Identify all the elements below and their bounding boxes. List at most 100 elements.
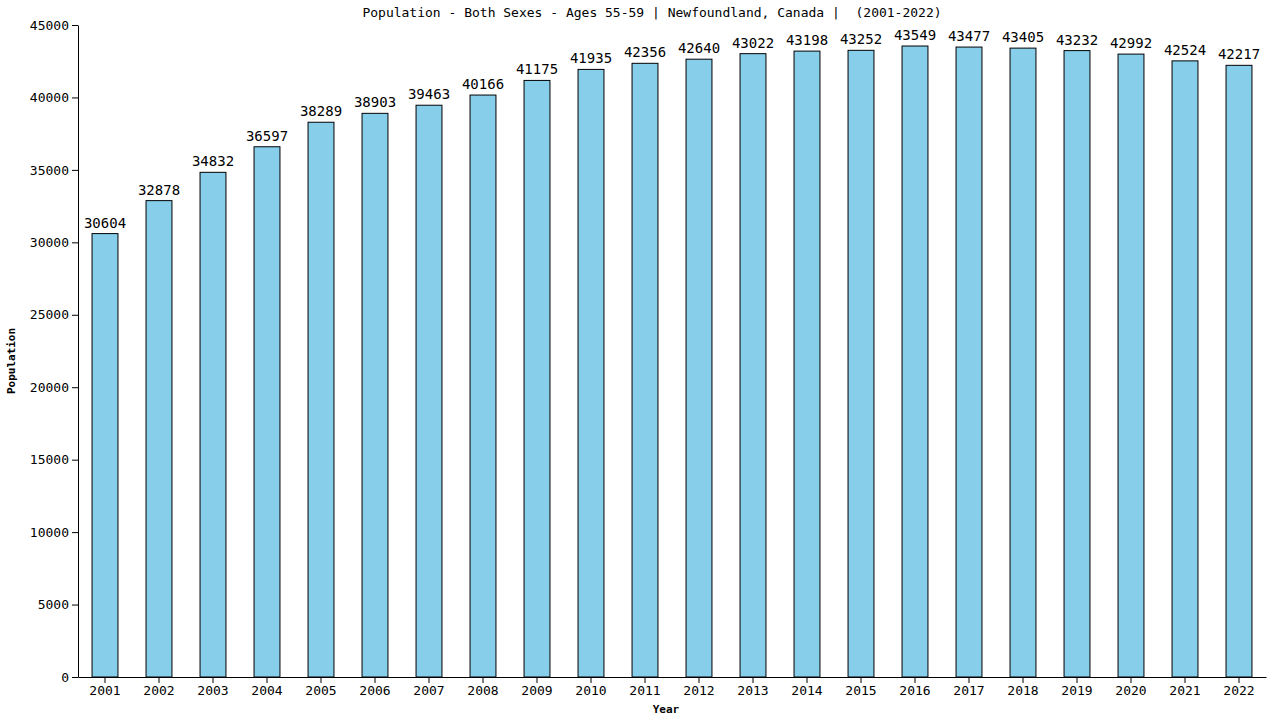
tick-mark xyxy=(1131,677,1132,683)
tick: 40000 xyxy=(30,90,78,105)
bar xyxy=(254,147,280,677)
tick-label: 2014 xyxy=(791,683,822,698)
bar xyxy=(146,201,172,677)
tick-label: 10000 xyxy=(30,525,69,540)
tick-mark xyxy=(72,170,78,171)
tick-label: 2021 xyxy=(1169,683,1200,698)
tick-label: 2002 xyxy=(143,683,174,698)
tick: 25000 xyxy=(30,307,78,322)
tick-label: 2010 xyxy=(575,683,606,698)
tick: 2007 xyxy=(413,677,444,698)
tick-mark xyxy=(72,25,78,26)
bar xyxy=(686,59,712,677)
data-label: 43477 xyxy=(948,28,990,44)
tick-mark xyxy=(915,677,916,683)
tick-label: 2008 xyxy=(467,683,498,698)
bar xyxy=(362,113,388,677)
data-label: 38903 xyxy=(354,94,396,110)
data-label: 43022 xyxy=(732,35,774,51)
data-label: 42640 xyxy=(678,40,720,56)
bar xyxy=(200,172,226,677)
tick-mark xyxy=(969,677,970,683)
tick-label: 2001 xyxy=(89,683,120,698)
tick-label: 2016 xyxy=(899,683,930,698)
tick-mark xyxy=(213,677,214,683)
tick: 35000 xyxy=(30,163,78,178)
axis-line xyxy=(78,26,79,678)
tick-mark xyxy=(1239,677,1240,683)
tick-label: 25000 xyxy=(30,307,69,322)
tick: 0 xyxy=(61,670,78,685)
tick-mark xyxy=(1023,677,1024,683)
tick-mark xyxy=(321,677,322,683)
data-label: 42356 xyxy=(624,44,666,60)
tick-label: 2022 xyxy=(1223,683,1254,698)
tick: 15000 xyxy=(30,452,78,467)
data-label: 42992 xyxy=(1110,35,1152,51)
tick-label: 2005 xyxy=(305,683,336,698)
data-label: 40166 xyxy=(462,76,504,92)
tick-mark xyxy=(72,242,78,243)
title: Population - Both Sexes - Ages 55-59 | N… xyxy=(362,5,941,20)
tick-mark xyxy=(861,677,862,683)
data-label: 41175 xyxy=(516,61,558,77)
tick-mark xyxy=(72,532,78,533)
tick-label: 2007 xyxy=(413,683,444,698)
data-labels: 3060432878348323659738289389033946340166… xyxy=(84,27,1260,231)
bar xyxy=(470,95,496,677)
bar xyxy=(956,47,982,677)
tick-mark xyxy=(1077,677,1078,683)
data-label: 43232 xyxy=(1056,32,1098,48)
tick-label: 40000 xyxy=(30,90,69,105)
data-label: 42524 xyxy=(1164,42,1206,58)
tick-mark xyxy=(807,677,808,683)
tick-label: 2004 xyxy=(251,683,282,698)
plot: 2001 2002 2003 2004 2005 2006 2007 2008 2009 2010… xyxy=(30,18,1267,699)
tick-mark xyxy=(267,677,268,683)
tick-mark xyxy=(699,677,700,683)
tick: 2006 xyxy=(359,677,390,698)
data-label: 32878 xyxy=(138,182,180,198)
tick-label: 15000 xyxy=(30,452,69,467)
tick: 2017 xyxy=(953,677,984,698)
tick-mark xyxy=(591,677,592,683)
bar xyxy=(1172,61,1198,677)
tick-label: 30000 xyxy=(30,235,69,250)
data-label: 42217 xyxy=(1218,46,1260,62)
tick: 2004 xyxy=(251,677,282,698)
chart-container: 2001 2002 2003 2004 2005 2006 2007 2008 2009 2010… xyxy=(0,0,1280,720)
bar xyxy=(578,69,604,677)
tick-mark xyxy=(72,460,78,461)
tick-mark xyxy=(72,677,78,678)
tick: 2022 xyxy=(1223,677,1254,698)
tick-label: 2020 xyxy=(1115,683,1146,698)
tick-label: 5000 xyxy=(38,597,69,612)
data-label: 38289 xyxy=(300,103,342,119)
tick: 2009 xyxy=(521,677,552,698)
data-label: 34832 xyxy=(192,153,234,169)
tick: 2008 xyxy=(467,677,498,698)
data-label: 43405 xyxy=(1002,29,1044,45)
tick: 2016 xyxy=(899,677,930,698)
tick: 2011 xyxy=(629,677,660,698)
bar xyxy=(794,51,820,677)
bars xyxy=(92,46,1252,677)
tick-label: 2012 xyxy=(683,683,714,698)
tick-mark xyxy=(72,315,78,316)
axis-line xyxy=(79,677,1267,678)
tick-label: 2011 xyxy=(629,683,660,698)
data-label: 30604 xyxy=(84,215,126,231)
tick-mark xyxy=(1185,677,1186,683)
tick-mark xyxy=(159,677,160,683)
tick-label: 2006 xyxy=(359,683,390,698)
y-axis: 0 5000 10000 15000 20000 25000 30000 35000 40000… xyxy=(30,18,79,685)
tick-label: 2003 xyxy=(197,683,228,698)
tick: 2010 xyxy=(575,677,606,698)
bar xyxy=(1226,65,1252,677)
tick-label: 2019 xyxy=(1061,683,1092,698)
data-label: 43252 xyxy=(840,31,882,47)
tick: 20000 xyxy=(30,380,78,395)
bar xyxy=(416,105,442,677)
tick-mark xyxy=(537,677,538,683)
tick-label: 2009 xyxy=(521,683,552,698)
